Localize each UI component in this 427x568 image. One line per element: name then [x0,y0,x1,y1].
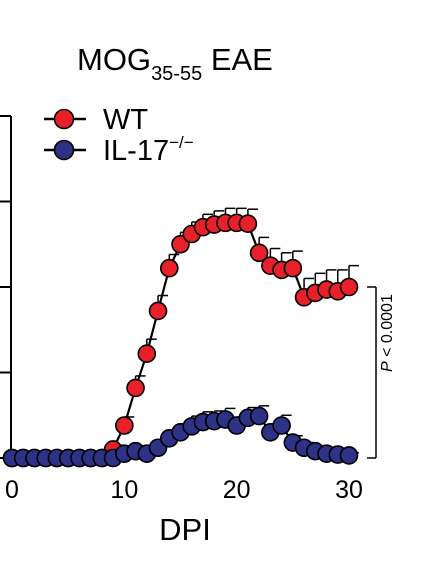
y-axis [0,115,12,459]
x-tick-label-0: 0 [5,476,19,504]
point-0-21 [238,214,258,234]
legend-label-il17: IL-17−/− [103,133,194,167]
point-0-30 [339,277,359,297]
point-1-22 [249,406,269,426]
legend-label-il17-sup: −/− [169,133,194,152]
series-line-0 [12,221,350,460]
legend: WT IL-17−/− [44,104,194,167]
series-layer [2,207,359,468]
point-0-22 [249,243,269,263]
point-1-24 [272,416,291,435]
x-tick-label-3: 30 [335,476,363,504]
p-value-text: P < 0.0001 [379,294,396,372]
p-value-italic: P [379,361,396,372]
title-main: MOG [77,42,151,77]
legend-label-il17-main: IL-17 [103,135,169,167]
chart-title: MOG35-55 EAE [77,42,273,85]
p-value-rest: < 0.0001 [379,294,396,361]
x-axis-label: DPI [159,512,211,547]
series-1 [2,405,359,468]
title-subscript: 35-55 [151,63,202,85]
point-0-11 [126,378,145,398]
x-axis: 0 10 20 30 [5,476,363,504]
legend-marker-il17 [53,139,75,161]
legend-label-wt: WT [103,104,148,136]
legend-marker-wt [53,108,75,130]
point-1-30 [339,446,359,465]
x-tick-label-2: 20 [223,476,251,504]
point-0-25 [283,258,303,278]
x-tick-label-1: 10 [110,476,138,504]
p-value-annotation: P < 0.0001 [367,286,396,459]
point-0-12 [137,344,157,363]
title-rest: EAE [202,42,273,77]
point-0-14 [159,258,179,278]
point-0-10 [115,416,134,435]
point-0-13 [148,301,168,321]
